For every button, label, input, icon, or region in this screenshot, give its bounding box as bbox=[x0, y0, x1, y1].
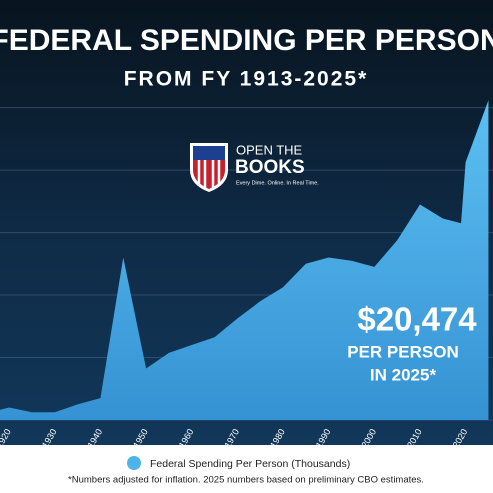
legend-label: Federal Spending Per Person (Thousands) bbox=[150, 458, 350, 470]
footnote: *Numbers adjusted for inflation. 2025 nu… bbox=[68, 475, 424, 486]
logo-line2: BOOKS bbox=[235, 157, 305, 178]
area bbox=[0, 100, 489, 420]
logo-tagline: Every Dime. Online. In Real Time. bbox=[236, 180, 319, 186]
logo-stripe-lines bbox=[197, 160, 221, 188]
chart-subtitle: FROM FY 1913-2025* bbox=[124, 68, 369, 91]
annotation-amount: $20,474 bbox=[357, 301, 477, 338]
footer-background bbox=[0, 445, 493, 493]
chart-title: FEDERAL SPENDING PER PERSON bbox=[0, 24, 493, 57]
annotation-line2: IN 2025* bbox=[370, 365, 437, 384]
legend-swatch bbox=[127, 456, 141, 470]
annotation-line1: PER PERSON bbox=[347, 342, 458, 361]
logo-stripes bbox=[193, 160, 225, 189]
logo-stars bbox=[193, 146, 225, 160]
logo: OPEN THE BOOKS Every Dime. Online. In Re… bbox=[190, 142, 319, 192]
logo-line1: OPEN THE bbox=[236, 142, 303, 157]
